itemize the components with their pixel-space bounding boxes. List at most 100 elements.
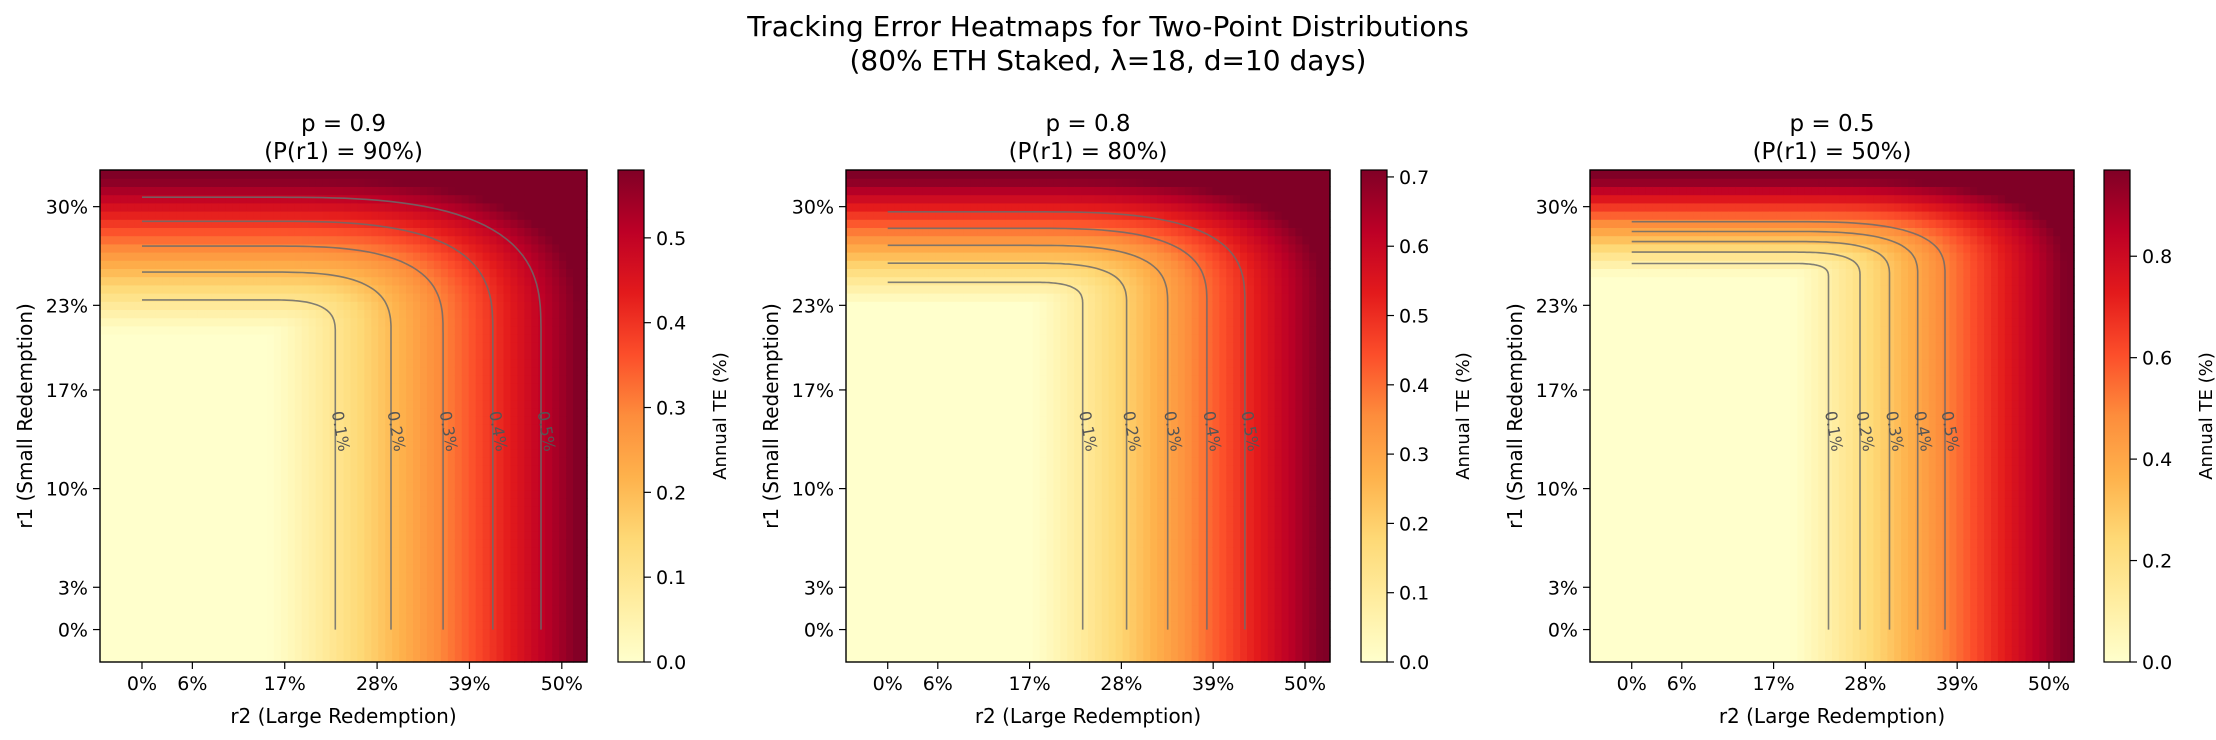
heatmap-cell: [433, 202, 442, 212]
heatmap-cell: [225, 334, 233, 343]
heatmap-cell: [246, 457, 254, 466]
heatmap-cell: [482, 424, 491, 433]
heatmap-cell: [120, 612, 129, 622]
heatmap-cell: [273, 317, 282, 327]
heatmap-cell: [475, 284, 484, 294]
heatmap-cell: [225, 440, 233, 450]
heatmap-cell: [580, 629, 588, 638]
heatmap-cell: [162, 383, 171, 392]
heatmap-cell: [524, 350, 532, 360]
heatmap-cell: [190, 629, 198, 638]
heatmap-cell: [489, 293, 498, 302]
heatmap-cell: [908, 325, 916, 335]
heatmap-cell: [894, 350, 902, 360]
heatmap-cell: [266, 358, 275, 368]
heatmap-cell: [873, 481, 882, 491]
heatmap-cell: [468, 309, 477, 319]
heatmap-cell: [454, 596, 463, 606]
heatmap-cell: [873, 432, 882, 442]
heatmap-cell: [392, 629, 400, 638]
heatmap-cell: [190, 391, 198, 401]
heatmap-cell: [887, 424, 895, 433]
heatmap-cell: [343, 612, 352, 622]
heatmap-cell: [399, 653, 407, 663]
heatmap-cell: [336, 301, 345, 310]
heatmap-cell: [846, 514, 854, 524]
heatmap-cell: [260, 522, 268, 532]
heatmap-cell: [580, 571, 588, 581]
heatmap-cell: [134, 457, 143, 466]
heatmap-cell: [866, 325, 875, 335]
heatmap-cell: [190, 473, 198, 483]
heatmap-cell: [315, 268, 324, 278]
heatmap-cell: [426, 317, 435, 327]
heatmap-cell: [440, 194, 449, 204]
heatmap-cell: [266, 342, 275, 351]
heatmap-cell: [357, 465, 365, 474]
heatmap-cell: [426, 637, 435, 647]
heatmap-cell: [866, 178, 875, 187]
heatmap-cell: [406, 252, 414, 261]
heatmap-cell: [566, 334, 574, 343]
heatmap-cell: [413, 407, 421, 417]
heatmap-cell: [301, 194, 310, 204]
heatmap-cell: [894, 629, 902, 638]
heatmap-cell: [308, 571, 317, 581]
heatmap-cell: [915, 489, 923, 499]
heatmap-cell: [517, 227, 525, 237]
heatmap-cell: [475, 342, 484, 351]
heatmap-cell: [120, 473, 129, 483]
heatmap-cell: [239, 621, 247, 630]
heatmap-cell: [413, 522, 421, 532]
heatmap-cell: [113, 383, 122, 392]
heatmap-cell: [468, 202, 477, 212]
heatmap-cell: [503, 498, 512, 507]
heatmap-cell: [447, 178, 456, 187]
heatmap-cell: [308, 235, 317, 245]
heatmap-cell: [127, 530, 136, 540]
heatmap-cell: [915, 612, 923, 622]
heatmap-cell: [545, 440, 553, 450]
heatmap-cell: [260, 596, 268, 606]
heatmap-cell: [106, 194, 115, 204]
heatmap-cell: [580, 653, 588, 663]
heatmap-cell: [239, 530, 247, 540]
heatmap-cell: [880, 350, 889, 360]
heatmap-cell: [566, 588, 574, 597]
heatmap-cell: [343, 276, 352, 286]
heatmap-cell: [287, 260, 296, 269]
heatmap-cell: [859, 571, 868, 581]
heatmap-cell: [566, 498, 574, 507]
heatmap-cell: [866, 604, 875, 614]
heatmap-cell: [113, 448, 122, 458]
heatmap-cell: [406, 309, 414, 319]
heatmap-cell: [134, 580, 143, 589]
heatmap-cell: [461, 219, 470, 228]
heatmap-cell: [447, 293, 456, 302]
heatmap-cell: [580, 547, 588, 556]
heatmap-cell: [866, 211, 875, 220]
heatmap-cell: [928, 653, 937, 663]
heatmap-cell: [141, 235, 150, 245]
heatmap-cell: [322, 301, 331, 310]
heatmap-cell: [880, 571, 889, 581]
heatmap-cell: [308, 489, 317, 499]
heatmap-cell: [343, 498, 352, 507]
heatmap-cell: [531, 645, 539, 655]
heatmap-cell: [496, 194, 505, 204]
heatmap-cell: [573, 391, 581, 401]
heatmap-cell: [531, 375, 539, 384]
heatmap-cell: [287, 391, 296, 401]
heatmap-cell: [190, 424, 198, 433]
heatmap-cell: [211, 424, 219, 433]
heatmap-cell: [524, 284, 532, 294]
heatmap-cell: [350, 416, 359, 425]
heatmap-cell: [496, 621, 505, 630]
heatmap-cell: [155, 334, 164, 343]
heatmap-cell: [385, 301, 393, 310]
heatmap-cell: [378, 235, 386, 245]
heatmap-cell: [538, 580, 546, 589]
heatmap-cell: [928, 645, 937, 655]
heatmap-cell: [531, 588, 539, 597]
heatmap-cell: [461, 227, 470, 237]
